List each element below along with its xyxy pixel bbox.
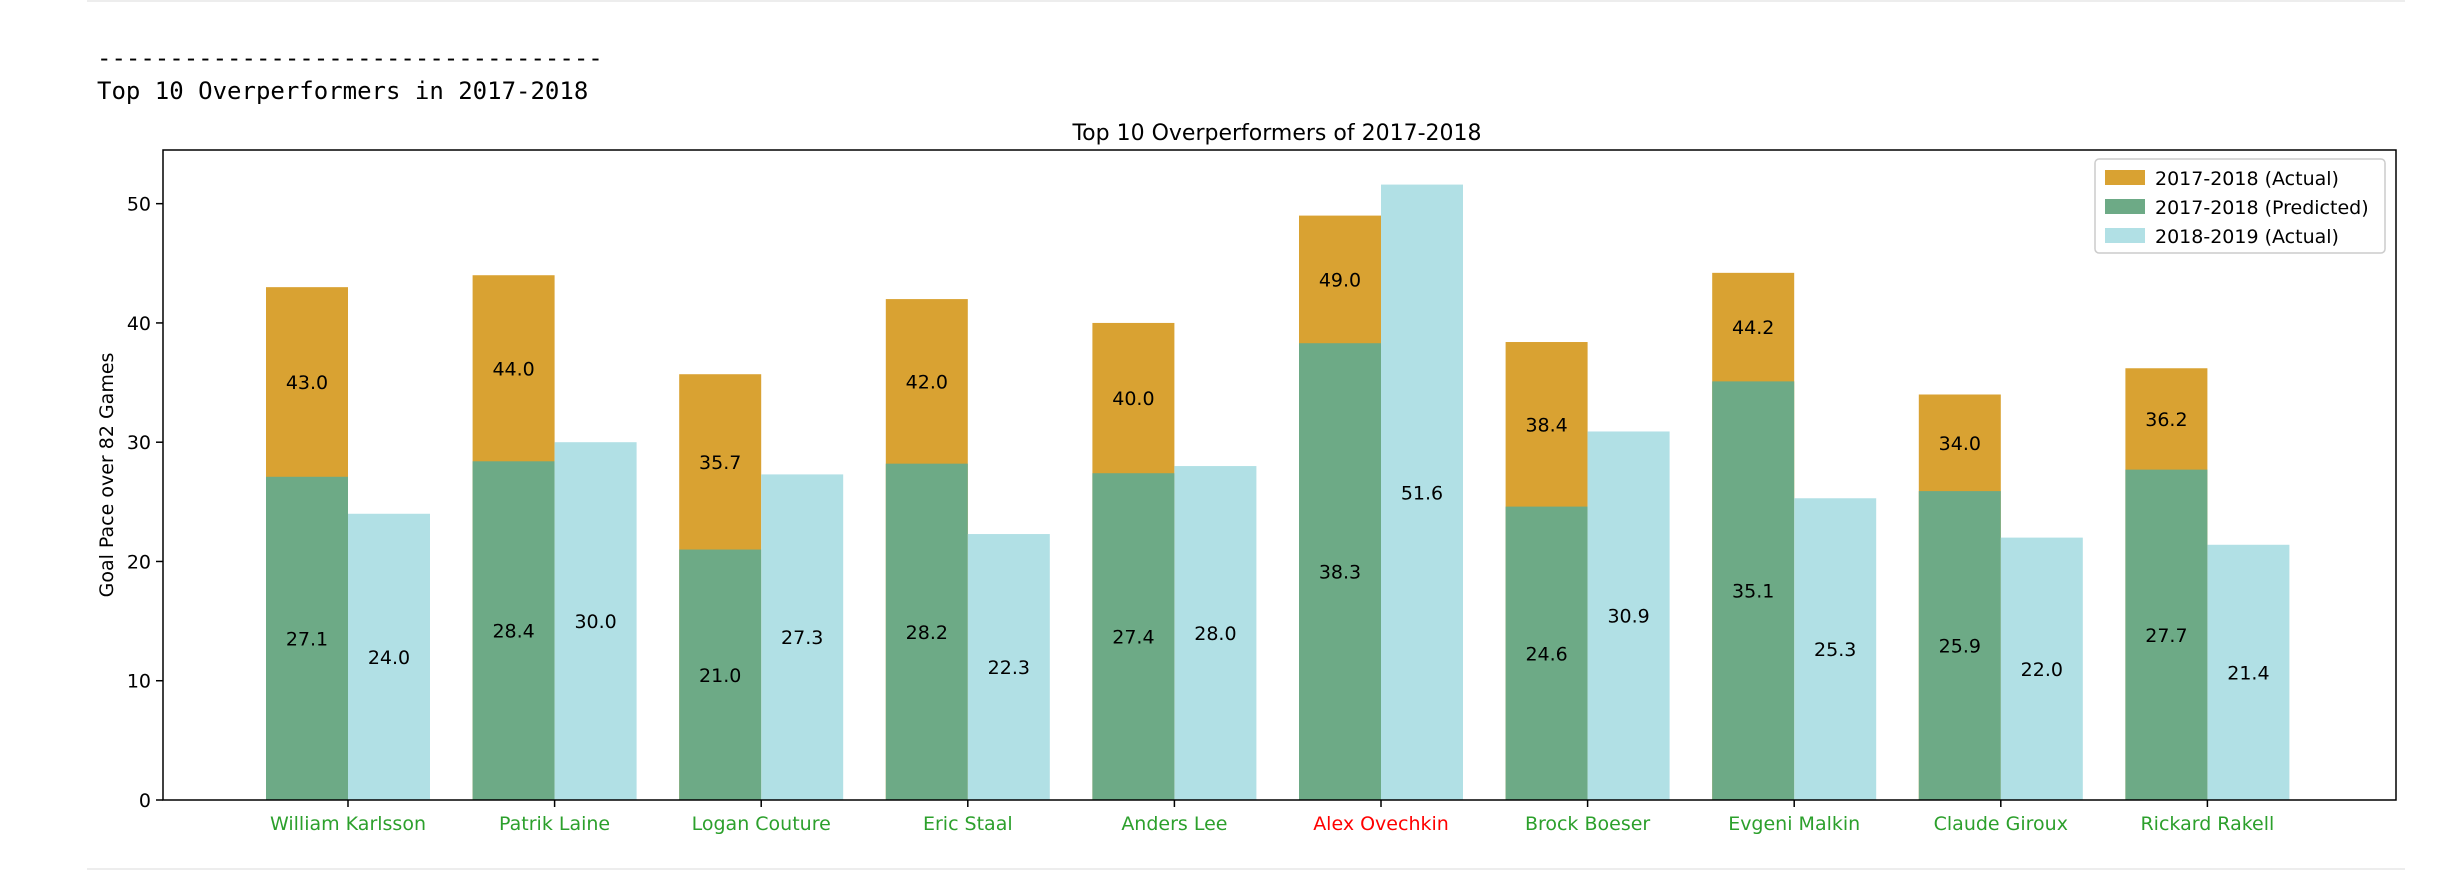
bar-predicted-2017-2018 <box>472 461 555 800</box>
data-label-actual-2017-2018: 35.7 <box>699 452 741 474</box>
data-label-actual-2018-2019: 22.0 <box>2021 659 2063 681</box>
x-axis: William Karlsson Patrik Laine Logan Coutur… <box>270 800 2274 835</box>
bar-predicted-2017-2018 <box>1092 473 1175 800</box>
data-label-predicted-2017-2018: 27.4 <box>1112 627 1154 649</box>
data-label-predicted-2017-2018: 21.0 <box>699 665 741 687</box>
x-tick-label: Logan Couture <box>692 813 831 835</box>
bar-predicted-2017-2018 <box>266 476 348 800</box>
bars-layer <box>266 184 2290 801</box>
data-label-predicted-2017-2018: 27.1 <box>286 628 328 650</box>
legend-swatch <box>2105 170 2145 185</box>
bar-labels-layer: 43.0 27.1 24.0 44.0 28.4 30.0 35.7 21.0 27.3 42.0… <box>286 269 2270 686</box>
legend-entry-label: 2018-2019 (Actual) <box>2155 226 2339 248</box>
data-label-predicted-2017-2018: 28.2 <box>906 622 948 644</box>
data-label-actual-2017-2018: 40.0 <box>1112 388 1154 410</box>
bar-predicted-2017-2018 <box>885 463 968 800</box>
data-label-actual-2017-2018: 38.4 <box>1525 414 1567 436</box>
x-tick-label: William Karlsson <box>270 813 426 835</box>
plot-frame <box>162 149 2397 801</box>
legend-swatch <box>2105 228 2145 243</box>
data-label-actual-2018-2019: 21.4 <box>2227 662 2269 684</box>
bar-actual-2018-2019 <box>348 513 430 800</box>
x-tick-label: Evgeni Malkin <box>1728 813 1860 835</box>
bar-predicted-2017-2018 <box>1918 491 2001 800</box>
bar-actual-2018-2019 <box>1381 184 1463 800</box>
x-tick-label: Brock Boeser <box>1525 813 1650 835</box>
bar-predicted-2017-2018 <box>1712 381 1795 800</box>
bar-predicted-2017-2018 <box>679 549 762 800</box>
bar-actual-2018-2019 <box>2000 537 2083 800</box>
bar-actual-2018-2019 <box>967 534 1050 800</box>
legend-entry-label: 2017-2018 (Predicted) <box>2155 197 2369 219</box>
y-tick-label: 10 <box>127 671 151 693</box>
legend-entry-label: 2017-2018 (Actual) <box>2155 168 2339 190</box>
data-label-actual-2017-2018: 49.0 <box>1319 269 1361 291</box>
y-axis-label: Goal Pace over 82 Games <box>96 353 118 598</box>
legend: 2017-2018 (Actual) 2017-2018 (Predicted) 2… <box>2094 158 2386 254</box>
data-label-actual-2017-2018: 44.0 <box>492 358 534 380</box>
data-label-actual-2018-2019: 30.0 <box>574 611 616 633</box>
bar-predicted-2017-2018 <box>2125 469 2208 800</box>
legend-box <box>2094 158 2386 254</box>
y-tick-label: 50 <box>127 194 151 216</box>
bar-actual-2018-2019 <box>1794 498 1877 800</box>
data-label-actual-2018-2019: 24.0 <box>368 647 410 669</box>
bar-actual-2018-2019 <box>761 474 844 800</box>
data-label-actual-2017-2018: 42.0 <box>906 371 948 393</box>
data-label-actual-2018-2019: 27.3 <box>781 627 823 649</box>
data-label-actual-2017-2018: 43.0 <box>286 372 328 394</box>
data-label-actual-2018-2019: 51.6 <box>1401 482 1443 504</box>
console-heading: Top 10 Overperformers in 2017-2018 <box>97 77 589 105</box>
x-tick-label: Patrik Laine <box>499 813 610 835</box>
data-label-actual-2018-2019: 22.3 <box>988 657 1030 679</box>
console-separator: ----------------------------------- <box>97 44 603 72</box>
bar-predicted-2017-2018 <box>1505 506 1588 800</box>
cell-divider-top <box>87 0 2405 2</box>
x-tick-label: Alex Ovechkin <box>1313 813 1449 835</box>
x-tick-label: Claude Giroux <box>1934 813 2068 835</box>
data-label-predicted-2017-2018: 35.1 <box>1732 581 1774 603</box>
bar-actual-2018-2019 <box>2207 544 2290 800</box>
y-tick-label: 40 <box>127 313 151 335</box>
x-tick-label: Rickard Rakell <box>2140 813 2274 835</box>
chart-title: Top 10 Overperformers of 2017-2018 <box>1071 121 1481 146</box>
data-label-actual-2018-2019: 28.0 <box>1194 623 1236 645</box>
x-tick-label: Eric Staal <box>923 813 1013 835</box>
bar-actual-2018-2019 <box>1587 431 1670 800</box>
legend-swatch <box>2105 199 2145 214</box>
data-label-predicted-2017-2018: 24.6 <box>1525 643 1567 665</box>
y-tick-label: 0 <box>139 790 151 812</box>
data-label-predicted-2017-2018: 28.4 <box>492 621 534 643</box>
data-label-predicted-2017-2018: 27.7 <box>2145 625 2187 647</box>
data-label-predicted-2017-2018: 38.3 <box>1319 562 1361 584</box>
cell-divider-bottom <box>87 868 2405 870</box>
x-tick-label: Anders Lee <box>1121 813 1227 835</box>
data-label-actual-2017-2018: 44.2 <box>1732 317 1774 339</box>
bar-predicted-2017-2018 <box>1299 343 1381 800</box>
y-tick-label: 30 <box>127 432 151 454</box>
y-tick-label: 20 <box>127 551 151 573</box>
bar-actual-2018-2019 <box>1174 466 1257 800</box>
data-label-actual-2017-2018: 34.0 <box>1939 433 1981 455</box>
bar-actual-2018-2019 <box>554 442 637 800</box>
data-label-actual-2017-2018: 36.2 <box>2145 409 2187 431</box>
y-axis: 0 10 20 30 40 50 <box>127 194 163 812</box>
data-label-predicted-2017-2018: 25.9 <box>1939 636 1981 658</box>
data-label-actual-2018-2019: 25.3 <box>1814 639 1856 661</box>
data-label-actual-2018-2019: 30.9 <box>1607 606 1649 628</box>
